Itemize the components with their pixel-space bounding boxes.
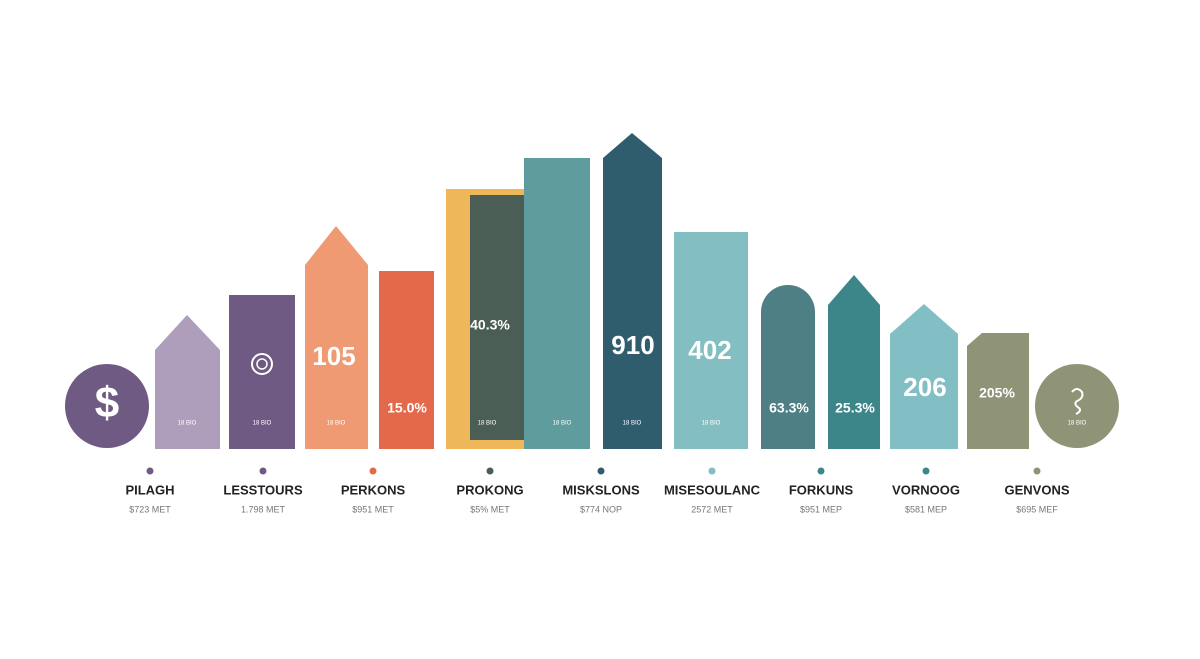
item-note: $723 MET (129, 504, 171, 514)
icon (1071, 388, 1084, 415)
item-name: LESSTOURS (223, 482, 303, 497)
small-label: 18 BIO (553, 421, 572, 427)
item-name: MISESOULANC (664, 482, 761, 497)
legend-dot (259, 467, 267, 475)
shape (379, 271, 434, 449)
legend-dot (597, 467, 605, 475)
item-name: PERKONS (341, 482, 406, 497)
small-label: 18 BIO (478, 421, 497, 427)
legend-dot (146, 467, 154, 475)
value-label: 206 (903, 372, 946, 402)
item-name: FORKUNS (789, 482, 854, 497)
item-note: 1.798 MET (241, 504, 286, 514)
value-label: 63.3% (769, 400, 809, 416)
item-note: $581 MEP (905, 504, 947, 514)
shape (828, 275, 880, 449)
value-label: 25.3% (835, 400, 875, 416)
legend-dot (708, 467, 716, 475)
legend-dot (817, 467, 825, 475)
item-name: PILAGH (125, 482, 174, 497)
shape (603, 133, 662, 449)
value-label: 402 (688, 335, 731, 365)
shape (155, 315, 220, 449)
icon-circle (65, 364, 149, 448)
item-name: MISKSLONS (562, 482, 640, 497)
legend-dot (369, 467, 377, 475)
value-label: 910 (611, 330, 654, 360)
small-label: 18 BIO (327, 421, 346, 427)
shape (890, 304, 958, 449)
shape (967, 333, 1029, 449)
value-label: 205% (979, 385, 1015, 401)
item-note: $774 NOP (580, 504, 622, 514)
small-label: 18 BIO (623, 421, 642, 427)
item-note: $695 MEF (1016, 504, 1058, 514)
icon (256, 358, 268, 370)
small-label: 18 BIO (178, 421, 197, 427)
small-label: 18 BIO (702, 421, 721, 427)
item-note: 2572 MET (691, 504, 733, 514)
value-label: 105 (312, 341, 355, 371)
small-label: 18 BIO (253, 421, 272, 427)
legend-dot (922, 467, 930, 475)
item-name: VORNOOG (892, 482, 960, 497)
item-note: $951 MET (352, 504, 394, 514)
legend-dot (1033, 467, 1041, 475)
legend-dot (486, 467, 494, 475)
symbol: $ (95, 379, 119, 428)
value-label: 40.3% (470, 317, 510, 333)
shape (674, 232, 748, 449)
small-label: 18 BIO (1068, 421, 1087, 427)
shape (524, 158, 590, 449)
shape (229, 295, 295, 449)
item-name: GENVONS (1004, 482, 1069, 497)
shape (305, 226, 368, 449)
icon (251, 353, 273, 375)
value-label: 15.0% (387, 400, 427, 416)
shape (470, 195, 530, 440)
item-note: $5% MET (470, 504, 510, 514)
shape (761, 285, 815, 449)
item-name: PROKONG (456, 482, 523, 497)
item-note: $951 MEP (800, 504, 842, 514)
